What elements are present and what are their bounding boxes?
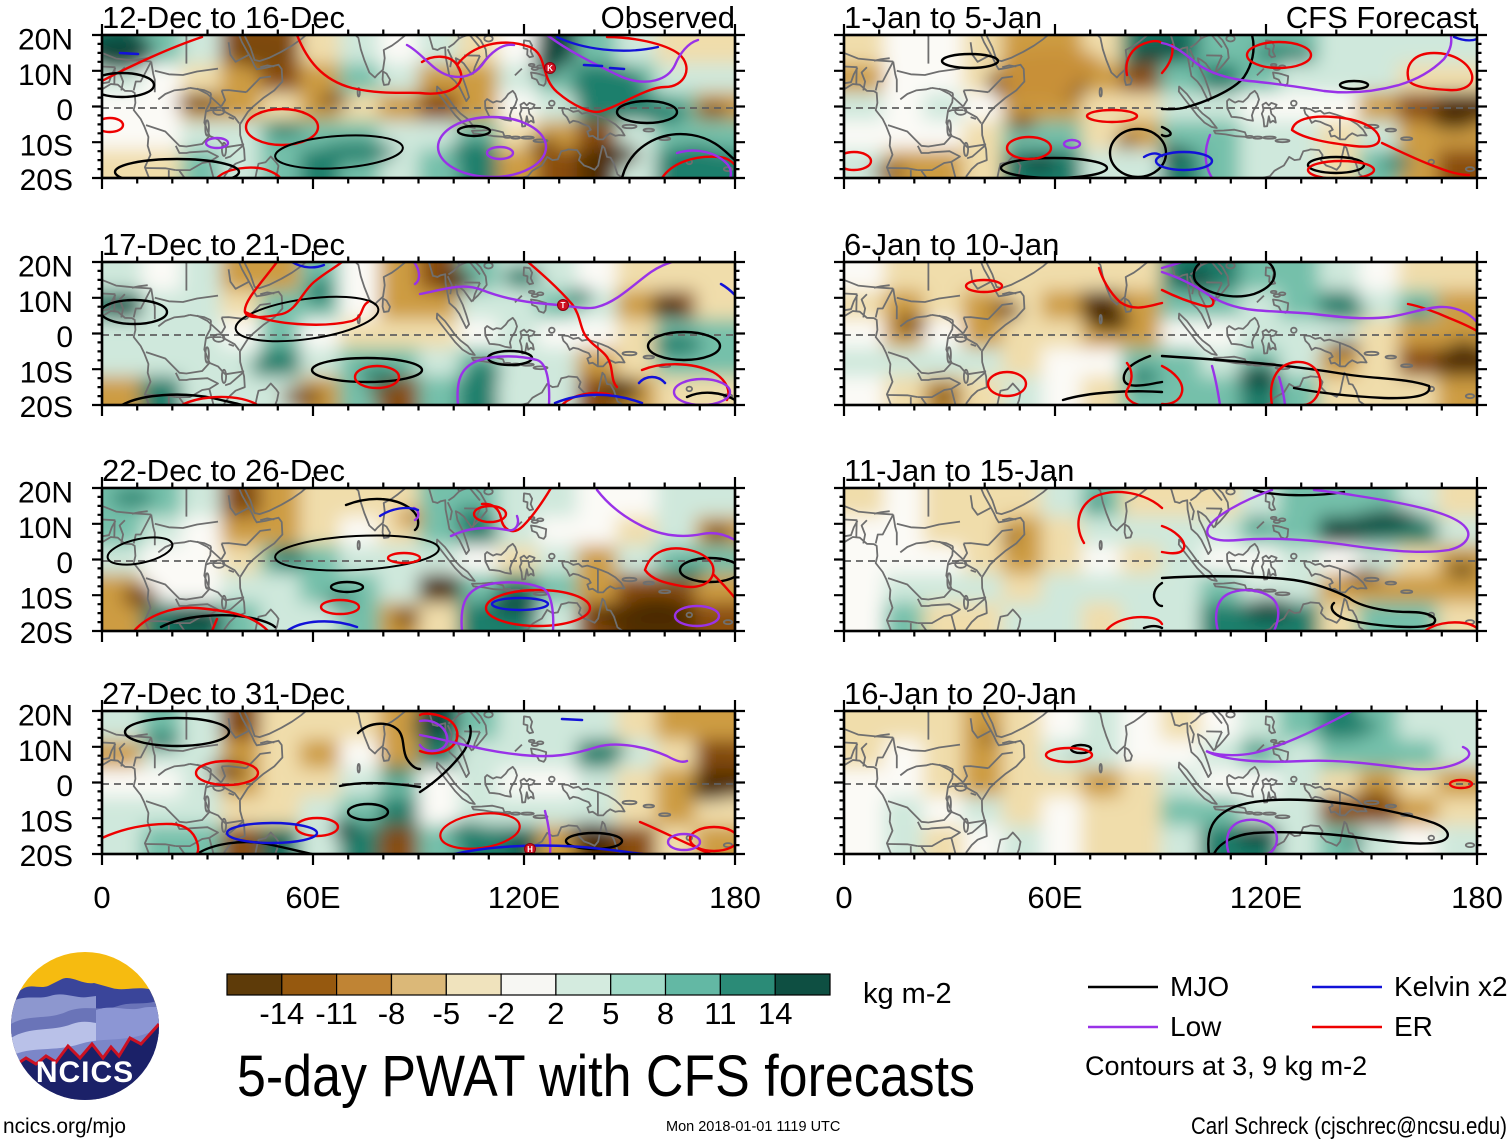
- svg-text:ncics.org/mjo: ncics.org/mjo: [3, 1115, 126, 1138]
- svg-text:20N: 20N: [18, 251, 73, 284]
- svg-text:ER: ER: [1394, 1011, 1433, 1042]
- svg-text:60E: 60E: [1027, 880, 1082, 915]
- svg-text:20S: 20S: [20, 164, 73, 197]
- svg-text:Observed: Observed: [601, 0, 735, 35]
- svg-text:Kelvin x2: Kelvin x2: [1394, 971, 1508, 1002]
- svg-text:22-Dec to 26-Dec: 22-Dec to 26-Dec: [102, 453, 345, 488]
- svg-text:1-Jan to 5-Jan: 1-Jan to 5-Jan: [844, 0, 1042, 35]
- svg-text:T: T: [561, 301, 566, 310]
- svg-text:11: 11: [704, 996, 736, 1031]
- svg-text:20S: 20S: [20, 840, 73, 873]
- svg-text:120E: 120E: [1230, 880, 1302, 915]
- svg-text:-5: -5: [433, 996, 461, 1031]
- svg-text:10N: 10N: [18, 286, 73, 319]
- svg-text:0: 0: [56, 547, 73, 580]
- svg-text:K: K: [547, 64, 553, 73]
- svg-text:5-day PWAT with CFS forecasts: 5-day PWAT with CFS forecasts: [237, 1044, 975, 1109]
- svg-text:Carl Schreck (cjschrec@ncsu.ed: Carl Schreck (cjschrec@ncsu.edu): [1191, 1113, 1507, 1140]
- svg-text:120E: 120E: [488, 880, 560, 915]
- svg-text:2: 2: [547, 996, 564, 1031]
- svg-text:8: 8: [657, 996, 674, 1031]
- svg-text:20N: 20N: [18, 700, 73, 733]
- svg-text:10S: 10S: [20, 582, 73, 615]
- svg-text:20N: 20N: [18, 24, 73, 57]
- svg-text:16-Jan to 20-Jan: 16-Jan to 20-Jan: [844, 676, 1077, 711]
- svg-text:-11: -11: [315, 996, 358, 1031]
- svg-text:0: 0: [56, 770, 73, 803]
- svg-text:12-Dec to 16-Dec: 12-Dec to 16-Dec: [102, 0, 345, 35]
- svg-text:0: 0: [835, 880, 852, 915]
- svg-text:Low: Low: [1170, 1011, 1222, 1042]
- svg-text:-8: -8: [378, 996, 406, 1031]
- svg-text:H: H: [527, 845, 533, 854]
- svg-text:0: 0: [56, 94, 73, 127]
- svg-text:kg m-2: kg m-2: [863, 978, 952, 1010]
- svg-text:10N: 10N: [18, 512, 73, 545]
- svg-text:Mon 2018-01-01 1119 UTC: Mon 2018-01-01 1119 UTC: [666, 1119, 840, 1135]
- svg-text:20N: 20N: [18, 477, 73, 510]
- svg-text:-14: -14: [259, 996, 304, 1031]
- svg-text:NCICS: NCICS: [36, 1056, 134, 1089]
- svg-text:0: 0: [93, 880, 110, 915]
- svg-text:6-Jan to 10-Jan: 6-Jan to 10-Jan: [844, 227, 1059, 262]
- svg-text:-2: -2: [487, 996, 515, 1031]
- svg-text:5: 5: [602, 996, 619, 1031]
- svg-text:10S: 10S: [20, 129, 73, 162]
- svg-text:14: 14: [758, 996, 792, 1031]
- svg-text:10S: 10S: [20, 356, 73, 389]
- svg-text:Contours at 3, 9 kg m-2: Contours at 3, 9 kg m-2: [1085, 1051, 1367, 1081]
- svg-text:MJO: MJO: [1170, 971, 1229, 1002]
- svg-text:10N: 10N: [18, 735, 73, 768]
- svg-text:10S: 10S: [20, 805, 73, 838]
- svg-text:17-Dec to 21-Dec: 17-Dec to 21-Dec: [102, 227, 345, 262]
- svg-text:180: 180: [1451, 880, 1503, 915]
- svg-text:20S: 20S: [20, 617, 73, 650]
- svg-text:60E: 60E: [285, 880, 340, 915]
- svg-text:180: 180: [709, 880, 761, 915]
- svg-text:10N: 10N: [18, 59, 73, 92]
- svg-text:11-Jan to 15-Jan: 11-Jan to 15-Jan: [844, 453, 1074, 488]
- svg-text:CFS Forecast: CFS Forecast: [1286, 0, 1478, 35]
- svg-text:27-Dec to 31-Dec: 27-Dec to 31-Dec: [102, 676, 345, 711]
- svg-text:20S: 20S: [20, 391, 73, 424]
- svg-text:0: 0: [56, 321, 73, 354]
